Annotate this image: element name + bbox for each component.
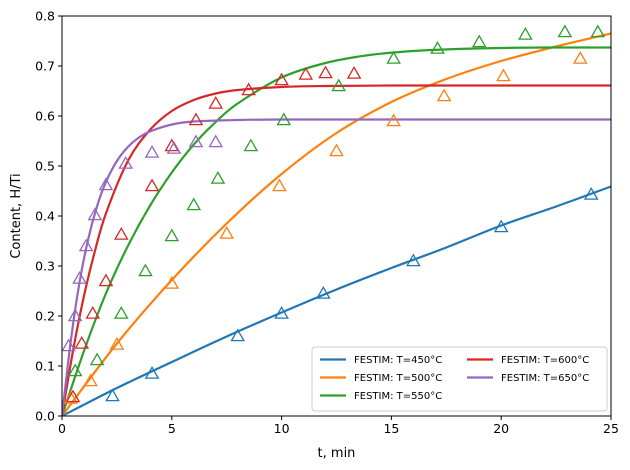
y-axis-ticks: 0.0 0.1 0.2 0.3 0.4 0.5 0.6 0.7 0.8 [35, 9, 62, 424]
x-tick-label: 25 [603, 421, 619, 436]
data-point-marker [243, 138, 259, 152]
data-point-marker [118, 155, 134, 169]
data-point-marker [210, 170, 226, 184]
data-point-marker [219, 225, 235, 239]
data-point-marker [61, 338, 76, 352]
legend-item: FESTIM: T=650°C [467, 373, 589, 384]
series-line [62, 32, 611, 416]
x-tick-label: 10 [274, 421, 290, 436]
legend-item: FESTIM: T=550°C [320, 391, 442, 402]
data-point-marker [186, 197, 202, 211]
data-point-marker [74, 335, 90, 349]
data-point-marker [272, 178, 287, 192]
legend-label: FESTIM: T=650°C [501, 373, 589, 384]
data-point-marker [67, 308, 83, 322]
legend-label: FESTIM: T=500°C [354, 373, 442, 384]
data-point-marker [471, 34, 487, 48]
data-point-marker [496, 68, 511, 82]
data-point-marker [65, 389, 81, 403]
data-point-marker [241, 82, 256, 96]
data-point-marker [98, 273, 114, 287]
data-point-marker [493, 219, 509, 233]
y-tick-label: 0.3 [35, 259, 55, 274]
y-tick-label: 0.8 [35, 9, 55, 24]
data-point-marker [78, 238, 94, 252]
data-point-marker [164, 228, 180, 242]
y-tick-label: 0.1 [35, 359, 55, 374]
data-point-marker [386, 50, 401, 64]
data-point-marker [144, 365, 160, 379]
y-tick-label: 0.5 [35, 159, 55, 174]
x-tick-label: 15 [383, 421, 399, 436]
series-line [62, 46, 611, 416]
data-point-marker [105, 388, 120, 402]
data-point-marker [138, 263, 153, 277]
data-point-marker [83, 373, 98, 387]
data-point-marker [109, 336, 125, 350]
data-point-marker [557, 24, 573, 38]
data-point-marker [98, 177, 114, 191]
data-point-marker [436, 88, 452, 102]
data-point-marker [386, 113, 401, 127]
y-tick-label: 0.4 [35, 209, 55, 224]
legend-item: FESTIM: T=500°C [320, 373, 442, 384]
data-point-marker [72, 270, 87, 284]
data-point-marker [164, 138, 180, 152]
y-tick-label: 0.7 [35, 59, 55, 74]
data-point-marker [113, 226, 129, 240]
data-point-marker [329, 143, 344, 157]
legend-item: FESTIM: T=600°C [467, 355, 589, 366]
data-point-marker [346, 65, 362, 79]
data-point-marker [85, 305, 101, 319]
data-point-marker [406, 253, 421, 267]
legend-label: FESTIM: T=550°C [354, 391, 442, 402]
data-point-marker [164, 275, 180, 289]
data-point-marker [208, 95, 224, 109]
legend-box [311, 346, 608, 412]
data-point-marker [572, 50, 588, 64]
series-line [62, 118, 611, 416]
data-point-marker [583, 186, 599, 200]
x-axis-ticks: 0 5 10 15 20 25 [58, 416, 619, 436]
data-point-marker [166, 140, 182, 154]
data-point-marker [230, 328, 246, 342]
legend: FESTIM: T=450°C FESTIM: T=500°C FESTIM: T=… [311, 346, 608, 412]
y-tick-label: 0.2 [35, 309, 55, 324]
legend-label: FESTIM: T=450°C [354, 355, 442, 366]
data-point-marker [188, 112, 204, 126]
y-tick-label: 0.6 [35, 109, 55, 124]
data-point-marker [318, 65, 333, 79]
data-point-marker [113, 305, 129, 319]
series-line [62, 185, 611, 416]
data-point-marker [298, 66, 314, 80]
legend-label: FESTIM: T=600°C [501, 355, 589, 366]
y-tick-label: 0.0 [35, 409, 55, 424]
x-tick-label: 5 [168, 421, 176, 436]
data-point-marker [274, 72, 289, 86]
data-point-marker [316, 285, 331, 299]
data-point-marker [89, 352, 105, 366]
data-point-marker [144, 178, 160, 192]
data-point-marker [67, 363, 83, 377]
data-point-marker [144, 144, 160, 158]
data-point-marker [63, 390, 79, 404]
data-point-marker [188, 134, 204, 148]
data-point-marker [518, 26, 533, 40]
data-point-marker [590, 24, 606, 38]
data-point-marker [87, 207, 103, 221]
x-tick-label: 20 [493, 421, 509, 436]
x-tick-label: 0 [58, 421, 66, 436]
data-point-marker [274, 305, 289, 319]
plot-series [61, 24, 611, 416]
data-point-marker [430, 40, 445, 54]
data-point-marker [208, 134, 224, 148]
data-point-marker [276, 112, 292, 126]
series-line [62, 84, 611, 416]
legend-item: FESTIM: T=450°C [320, 355, 442, 366]
series-group [62, 32, 611, 416]
data-point-marker [331, 78, 347, 92]
x-axis-label: t, min [318, 446, 356, 461]
y-axis-label: Content, H/Ti [9, 173, 24, 258]
